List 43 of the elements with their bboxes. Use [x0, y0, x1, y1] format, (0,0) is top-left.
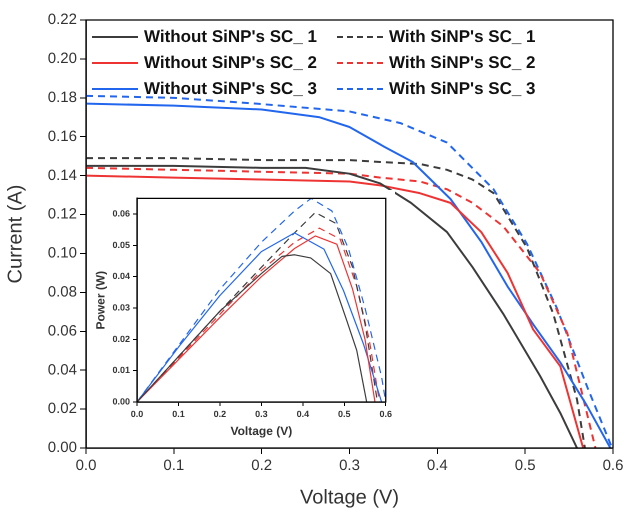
x-tick-label: 0.5 [514, 457, 536, 474]
x-tick-label: 0.1 [163, 457, 184, 474]
x-axis-title: Voltage (V) [230, 424, 292, 438]
x-axis-title: Voltage (V) [300, 486, 399, 509]
x-tick-label: 0.2 [251, 457, 272, 474]
y-tick-label: 0.16 [48, 128, 77, 145]
y-tick-label: 0.06 [112, 208, 130, 219]
y-tick-label: 0.02 [48, 400, 77, 418]
y-tick-label: 0.00 [48, 439, 77, 456]
x-tick-label: 0.6 [602, 457, 624, 474]
y-tick-label: 0.14 [48, 166, 77, 184]
y-tick-label: 0.20 [48, 50, 77, 68]
x-tick-label: 0.3 [339, 457, 360, 474]
y-axis-title: Power (W) [94, 270, 108, 330]
x-tick-label: 0.4 [426, 457, 448, 474]
x-tick-label: 0.1 [172, 408, 185, 419]
y-axis-title: Current (A) [4, 184, 27, 284]
y-tick-label: 0.12 [48, 206, 77, 223]
legend-label: With SiNP's SC_ 2 [388, 53, 536, 73]
y-tick-label: 0.03 [112, 302, 130, 313]
x-tick-label: 0.4 [296, 408, 310, 419]
legend-label: With SiNP's SC_ 1 [388, 27, 536, 47]
y-tick-label: 0.06 [48, 322, 77, 340]
x-tick-label: 0.2 [214, 408, 226, 419]
legend-label: Without SiNP's SC_ 2 [144, 53, 317, 73]
x-tick-label: 0.0 [76, 457, 96, 474]
y-tick-label: 0.05 [112, 240, 130, 250]
y-tick-label: 0.08 [48, 284, 77, 301]
y-tick-label: 0.00 [112, 396, 130, 406]
y-tick-label: 0.22 [48, 11, 77, 28]
y-tick-label: 0.01 [112, 365, 130, 376]
legend-label: Without SiNP's SC_ 1 [144, 27, 317, 47]
x-tick-label: 0.6 [379, 408, 392, 419]
legend-label: With SiNP's SC_ 3 [388, 79, 536, 99]
y-tick-label: 0.04 [48, 361, 77, 378]
y-tick-label: 0.18 [48, 88, 77, 106]
legend-label: Without SiNP's SC_ 3 [144, 79, 317, 99]
x-tick-label: 0.3 [255, 408, 268, 419]
x-tick-label: 0.5 [338, 408, 351, 419]
y-tick-label: 0.04 [112, 271, 130, 282]
y-tick-label: 0.10 [48, 244, 77, 262]
x-tick-label: 0.0 [130, 408, 144, 419]
y-tick-label: 0.02 [112, 334, 130, 344]
